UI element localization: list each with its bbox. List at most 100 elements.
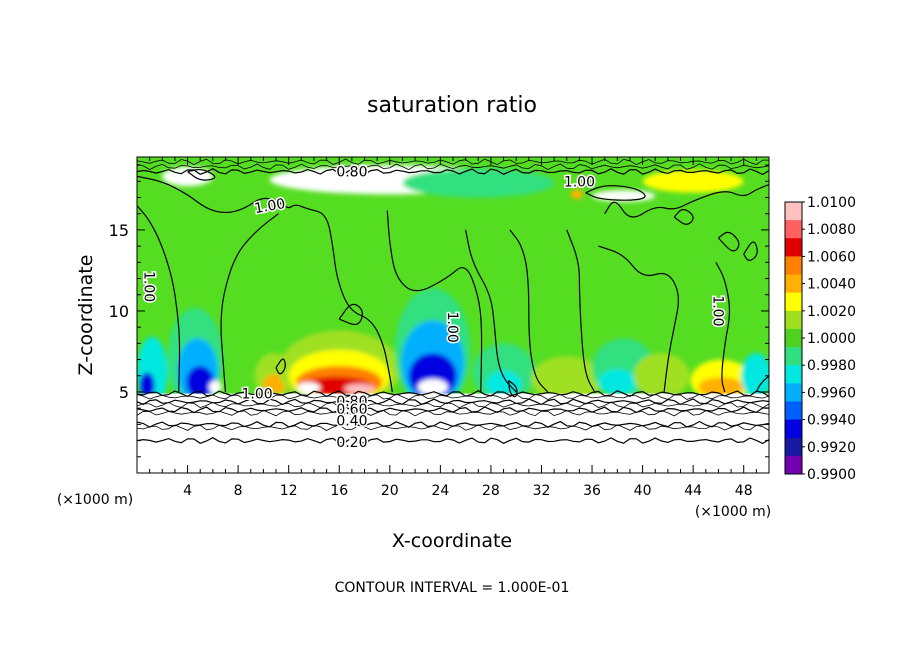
x-unit-label-left: (×1000 m) bbox=[57, 492, 133, 508]
y-tick-label: 5 bbox=[119, 383, 129, 402]
closed-contour bbox=[275, 358, 286, 375]
x-tick-label: 28 bbox=[482, 483, 500, 499]
x-unit-label-right: (×1000 m) bbox=[695, 504, 771, 520]
contour-1.00 bbox=[598, 245, 680, 393]
contour-label-text: 0.20 bbox=[336, 435, 367, 451]
color-blob bbox=[263, 374, 287, 394]
colorbar-swatch bbox=[785, 202, 802, 221]
y-axis: 5 10 15 bbox=[109, 164, 769, 458]
color-blob bbox=[186, 366, 215, 399]
colorbar-swatch bbox=[785, 383, 802, 402]
chart-title: saturation ratio bbox=[367, 93, 537, 118]
contour-label: 0.40 bbox=[335, 412, 369, 431]
contour-label-text: 0.40 bbox=[336, 413, 367, 429]
x-tick-label: 36 bbox=[583, 483, 601, 499]
x-tick-label: 4 bbox=[183, 483, 192, 499]
closed-contour bbox=[338, 303, 364, 326]
colorbar-label: 1.0020 bbox=[807, 304, 856, 320]
closed-contour bbox=[673, 209, 694, 225]
color-blob bbox=[485, 370, 522, 397]
isoline-1.00 bbox=[137, 390, 769, 398]
contour-label: 0.80 bbox=[335, 392, 369, 411]
isoline-0.80 bbox=[137, 398, 769, 406]
closed-contour bbox=[743, 241, 758, 261]
colorbar-swatch bbox=[785, 437, 802, 457]
contour-label: 0.60 bbox=[335, 401, 369, 420]
y-tick-label: 15 bbox=[109, 221, 129, 240]
contour-label-text: 0.60 bbox=[336, 402, 367, 418]
y-tick-label: 10 bbox=[109, 302, 129, 321]
colorbar-label: 1.0000 bbox=[807, 331, 856, 347]
colorbar-label: 1.0060 bbox=[807, 249, 856, 265]
color-blob bbox=[741, 353, 769, 399]
colorbar-swatch bbox=[785, 256, 802, 276]
contour-1.00 bbox=[386, 210, 483, 393]
y-axis-title: Z-coordinate bbox=[75, 255, 97, 376]
upper-isoline bbox=[137, 158, 769, 166]
colorbar-swatch bbox=[785, 238, 802, 257]
contour-1.00 bbox=[509, 229, 549, 393]
color-blob bbox=[633, 353, 690, 399]
x-tick-label: 40 bbox=[634, 483, 652, 499]
x-tick-label: 20 bbox=[381, 483, 399, 499]
colorbar-label: 0.9920 bbox=[807, 440, 856, 456]
contour-label: 1.00 bbox=[252, 194, 288, 218]
colorbar-swatch bbox=[785, 220, 802, 239]
color-blob bbox=[162, 166, 213, 187]
color-blob bbox=[570, 189, 584, 200]
isoline-minor bbox=[137, 393, 769, 401]
x-tick-label: 24 bbox=[431, 483, 449, 499]
colorbar-swatch bbox=[785, 455, 802, 475]
contour-label-text: 1.00 bbox=[709, 295, 725, 326]
x-tick-label: 44 bbox=[684, 483, 702, 499]
x-axis-title: X-coordinate bbox=[392, 530, 512, 552]
colorbar-swatch bbox=[785, 365, 802, 384]
colorbar-label: 0.9900 bbox=[807, 467, 856, 483]
isoline-0.40 bbox=[137, 420, 769, 428]
contour-label: 1.00 bbox=[443, 310, 462, 344]
contour-label: 1.00 bbox=[562, 173, 596, 192]
color-blob bbox=[598, 369, 637, 396]
contour-1.00 bbox=[137, 175, 393, 393]
contour-label-text: 1.00 bbox=[141, 271, 157, 302]
contour-1.00 bbox=[465, 229, 517, 393]
contour-labels: 1.001.001.001.001.001.000.800.800.600.40… bbox=[139, 163, 727, 453]
contour-label-text: 1.00 bbox=[242, 387, 273, 403]
x-tick-label: 16 bbox=[330, 483, 348, 499]
isoline-0.20 bbox=[137, 437, 769, 445]
contour-lines bbox=[137, 158, 769, 445]
contour-label-text: 0.80 bbox=[336, 165, 367, 181]
colorbar-label: 0.9940 bbox=[807, 413, 856, 429]
contour-1.00 bbox=[715, 262, 731, 393]
isoline-minor bbox=[137, 424, 769, 431]
upper-isoline bbox=[137, 168, 769, 176]
isoline-minor bbox=[137, 409, 769, 417]
contour-label: 0.80 bbox=[335, 163, 369, 182]
contour-1.00 bbox=[137, 205, 181, 393]
colorbar-label: 1.0100 bbox=[807, 195, 856, 211]
color-blob bbox=[642, 169, 744, 193]
closed-contour bbox=[187, 168, 216, 181]
colorbar-label: 0.9980 bbox=[807, 358, 856, 374]
contour-label: 1.00 bbox=[240, 385, 274, 404]
color-blob bbox=[417, 379, 448, 396]
colorbar-swatch bbox=[785, 310, 802, 330]
colorbar-swatch bbox=[785, 347, 802, 366]
x-axis: 4 8 12 16 20 24 28 32 36 40 44 48 bbox=[149, 157, 757, 499]
color-blob bbox=[698, 377, 744, 397]
contour-label: 1.00 bbox=[708, 294, 727, 328]
upper-isoline bbox=[137, 163, 769, 171]
plot-area bbox=[137, 157, 769, 473]
contour-label-text: 0.80 bbox=[336, 394, 367, 410]
contour-label: 1.00 bbox=[139, 270, 158, 304]
colorbar-swatch bbox=[785, 419, 802, 439]
color-field bbox=[137, 165, 769, 412]
colorbar: 1.0100 1.0080 1.0060 1.0040 1.0020 1.0000 0.99… bbox=[784, 195, 856, 483]
x-tick-label: 32 bbox=[533, 483, 551, 499]
x-tick-label: 12 bbox=[280, 483, 298, 499]
closed-contour bbox=[717, 231, 740, 252]
colorbar-swatch bbox=[785, 292, 802, 312]
contour-label-text: 1.00 bbox=[564, 174, 595, 190]
colorbar-label: 1.0040 bbox=[807, 277, 856, 293]
